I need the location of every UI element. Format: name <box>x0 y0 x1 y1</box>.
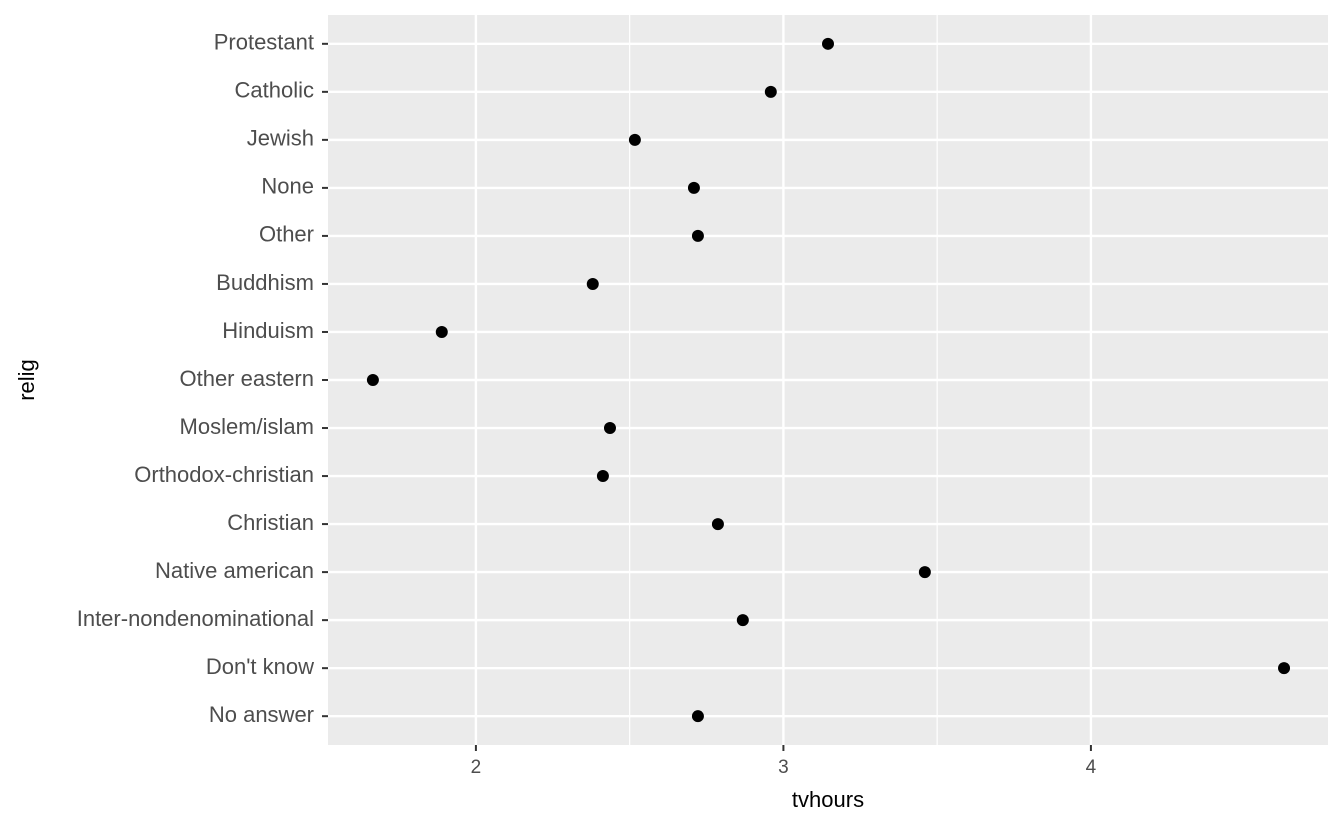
point <box>1278 662 1291 675</box>
point <box>586 277 599 290</box>
point <box>687 181 700 194</box>
point <box>711 518 724 531</box>
y-tick-label: None <box>261 174 314 199</box>
point <box>736 614 749 627</box>
y-tick-label: Hinduism <box>222 318 314 343</box>
point <box>691 229 704 242</box>
y-tick-label: Inter-nondenominational <box>77 606 314 631</box>
y-tick-label: Native american <box>155 558 314 583</box>
y-tick-label: Don't know <box>206 654 314 679</box>
x-tick-label: 3 <box>778 757 789 778</box>
point <box>918 566 931 579</box>
y-tick-label: Protestant <box>214 30 314 55</box>
point <box>822 37 834 50</box>
y-tick-label: Catholic <box>235 78 314 103</box>
point <box>603 422 616 435</box>
point <box>435 325 448 338</box>
y-tick-label: Christian <box>227 510 314 535</box>
y-tick-label: Other eastern <box>179 366 314 391</box>
y-axis-label: relig <box>14 359 39 401</box>
point <box>691 710 704 723</box>
y-tick-label: Other <box>259 222 314 247</box>
y-tick-label: Moslem/islam <box>180 414 314 439</box>
x-tick-label: 4 <box>1086 757 1097 778</box>
point <box>764 85 777 98</box>
y-tick-label: Jewish <box>247 126 314 151</box>
y-tick-label: Orthodox-christian <box>134 462 314 487</box>
x-tick-label: 2 <box>471 757 482 778</box>
y-tick-label: No answer <box>209 702 314 727</box>
point <box>628 133 641 146</box>
y-tick-label: Buddhism <box>216 270 314 295</box>
point <box>596 470 609 483</box>
point <box>366 374 379 386</box>
x-axis-label: tvhours <box>792 787 864 812</box>
